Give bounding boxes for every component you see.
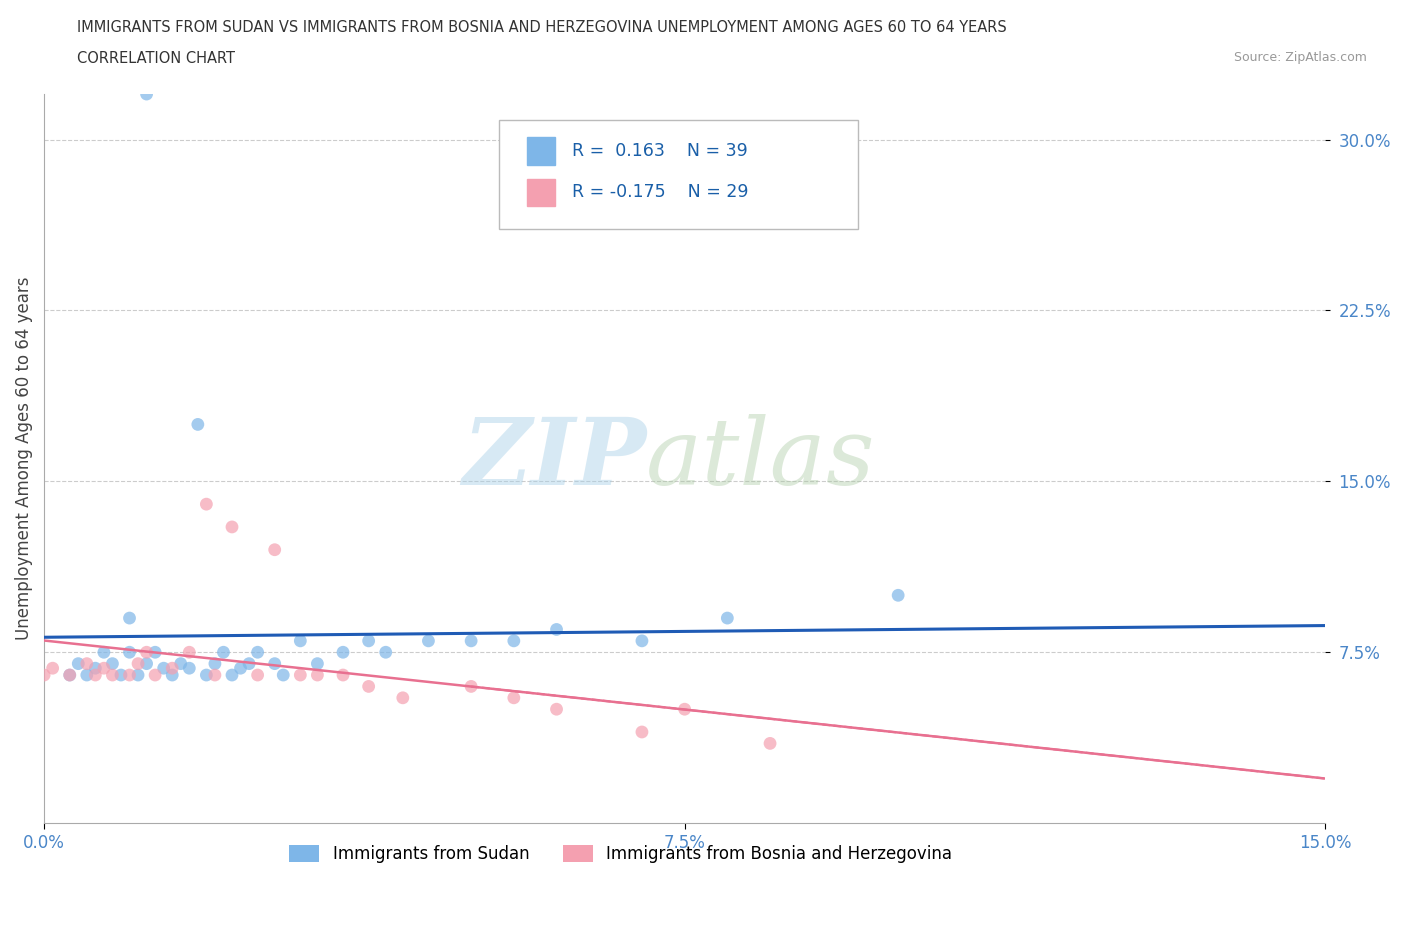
FancyBboxPatch shape (499, 120, 858, 229)
Point (93, 660, 115, 675)
Point (357, 633, 380, 648)
Point (76, 668, 98, 683)
Point (307, 657, 329, 671)
Point (502, 690, 524, 705)
Text: R =  0.163    N = 39: R = 0.163 N = 39 (572, 142, 748, 160)
Point (135, 657, 157, 671)
Point (418, 633, 440, 648)
Point (229, 660, 252, 675)
Text: ZIP: ZIP (463, 414, 647, 503)
Point (332, 644, 354, 659)
Point (221, 520, 243, 535)
Point (204, 668, 226, 683)
Point (118, 668, 141, 683)
Point (118, 644, 141, 659)
Point (212, 644, 235, 659)
Point (170, 657, 193, 671)
Point (110, 668, 132, 683)
Point (673, 702, 696, 717)
Point (101, 668, 124, 683)
Legend: Immigrants from Sudan, Immigrants from Bosnia and Herzegovina: Immigrants from Sudan, Immigrants from B… (283, 838, 959, 870)
Point (887, 588, 910, 603)
Point (195, 668, 218, 683)
Point (152, 660, 174, 675)
Point (357, 679, 380, 694)
Point (41, 660, 63, 675)
Point (502, 633, 524, 648)
Point (195, 497, 218, 512)
Point (59, 668, 82, 683)
Point (32, 668, 55, 683)
Point (263, 542, 285, 557)
Point (187, 417, 209, 432)
Point (290, 668, 312, 683)
Text: Source: ZipAtlas.com: Source: ZipAtlas.com (1233, 51, 1367, 64)
Point (290, 633, 312, 648)
Bar (527, 179, 555, 206)
Point (374, 644, 396, 659)
Point (546, 702, 568, 717)
Text: CORRELATION CHART: CORRELATION CHART (77, 51, 235, 66)
Point (460, 679, 482, 694)
Point (546, 622, 568, 637)
Point (716, 611, 738, 626)
Point (238, 657, 260, 671)
Point (135, 644, 157, 659)
Point (204, 657, 226, 671)
Point (179, 660, 201, 675)
Point (135, 86, 157, 101)
Point (307, 668, 329, 683)
Point (759, 736, 782, 751)
Point (76, 657, 98, 671)
Point (84, 668, 107, 683)
Point (160, 660, 183, 675)
Point (460, 633, 482, 648)
Point (143, 644, 166, 659)
Point (67, 657, 90, 671)
Point (179, 644, 201, 659)
Point (118, 611, 141, 626)
Point (332, 668, 354, 683)
Point (143, 668, 166, 683)
Point (271, 668, 294, 683)
Point (101, 657, 124, 671)
Bar (527, 137, 555, 165)
Point (59, 668, 82, 683)
Point (246, 668, 269, 683)
Point (391, 690, 413, 705)
Point (263, 657, 285, 671)
Point (127, 657, 149, 671)
Point (93, 644, 115, 659)
Text: R = -0.175    N = 29: R = -0.175 N = 29 (572, 183, 748, 202)
Point (221, 668, 243, 683)
Text: IMMIGRANTS FROM SUDAN VS IMMIGRANTS FROM BOSNIA AND HERZEGOVINA UNEMPLOYMENT AMO: IMMIGRANTS FROM SUDAN VS IMMIGRANTS FROM… (77, 20, 1007, 35)
Point (127, 668, 149, 683)
Point (84, 660, 107, 675)
Point (631, 724, 654, 739)
Point (246, 644, 269, 659)
Point (160, 668, 183, 683)
Text: atlas: atlas (647, 414, 876, 503)
Point (631, 633, 654, 648)
Y-axis label: Unemployment Among Ages 60 to 64 years: Unemployment Among Ages 60 to 64 years (15, 277, 32, 641)
